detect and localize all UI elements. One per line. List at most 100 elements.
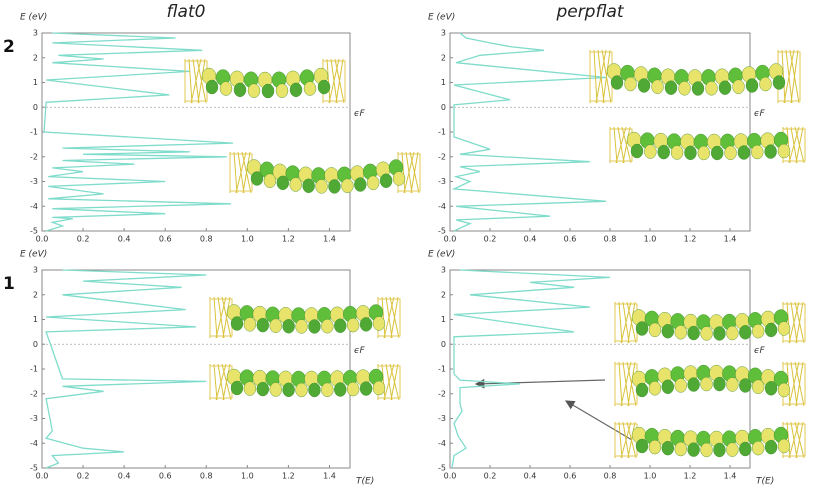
y-tick-label: -1: [438, 365, 446, 374]
electrode: [620, 301, 632, 344]
x-tick-label: 0.6: [564, 235, 577, 244]
x-tick-label: 0.0: [36, 472, 49, 481]
molecule-illustration: [209, 296, 401, 339]
electrode: [788, 126, 800, 164]
orbital-lobe: [308, 319, 321, 334]
orbital-lobe: [610, 75, 624, 90]
electrode: [627, 301, 636, 344]
electrode: [615, 126, 627, 164]
x-tick-label: 0.4: [118, 235, 131, 244]
x-tick-label: 0.4: [524, 235, 537, 244]
orbital-lobe: [764, 322, 778, 338]
orbital-lobe: [710, 145, 724, 161]
electrode: [235, 151, 247, 194]
orbital-lobe: [219, 81, 233, 96]
orbital-lobe: [777, 321, 791, 336]
x-tick-label: 0.4: [118, 472, 131, 481]
electrode: [215, 363, 227, 401]
y-tick-label: 1: [33, 78, 38, 87]
x-tick-label: 1.4: [323, 235, 336, 244]
orbital-lobe: [713, 376, 726, 392]
electrode: [795, 361, 804, 407]
orbital-lobe: [263, 173, 277, 188]
orbital-lobe: [366, 175, 380, 191]
y-tick-label: 0: [33, 340, 38, 349]
orbital-lobe: [346, 317, 360, 333]
electrode: [795, 421, 804, 459]
y-axis-label: E (eV): [20, 250, 47, 260]
electrode: [383, 296, 395, 339]
orbital-lobe: [751, 379, 765, 394]
orbital-lobe: [247, 83, 261, 98]
electrode: [381, 363, 386, 401]
orbital-lobe: [392, 171, 406, 186]
orbital-lobe: [726, 325, 739, 341]
y-tick-label: -4: [438, 439, 446, 448]
electrode: [233, 151, 238, 194]
y-tick-label: 2: [441, 290, 446, 299]
orbital-lobe: [648, 381, 662, 396]
electrode: [620, 361, 632, 407]
orbital-lobe: [379, 173, 393, 188]
orbital-lobe: [700, 442, 713, 458]
molecule-illustration: [614, 361, 806, 407]
orbital-lobe: [635, 382, 649, 398]
orbital-lobe: [250, 171, 264, 186]
y-tick-label: 1: [441, 78, 446, 87]
orbital-lobe: [651, 79, 664, 94]
orbital-lobe: [777, 382, 791, 398]
y-tick-label: -4: [30, 202, 38, 211]
orbital-lobe: [372, 380, 386, 396]
electrode: [786, 126, 791, 164]
orbital-lobe: [648, 439, 662, 455]
electrode: [788, 421, 800, 459]
orbital-lobe: [644, 144, 657, 159]
electrode: [627, 421, 636, 459]
orbital-lobe: [739, 325, 752, 340]
x-tick-label: 1.0: [241, 235, 254, 244]
orbital-lobe: [718, 80, 732, 95]
orbital-lobe: [243, 317, 257, 332]
row-label: 2: [3, 37, 15, 57]
electrode: [383, 363, 395, 401]
orbital-lobe: [243, 381, 257, 396]
panel-title: perpflat: [555, 2, 624, 22]
y-tick-label: -5: [438, 464, 446, 473]
y-tick-label: 3: [33, 29, 38, 38]
y-tick-label: 2: [33, 290, 38, 299]
x-tick-label: 0.8: [604, 235, 617, 244]
plot-frame: [41, 269, 351, 469]
plot-frame: [41, 32, 351, 232]
arrow: [474, 378, 606, 389]
orbital-lobe: [624, 76, 637, 92]
orbital-lobe: [764, 439, 778, 455]
molecule-illustration: [589, 49, 801, 104]
y-tick-label: 2: [33, 53, 38, 62]
x-tick-label: 0.8: [200, 235, 213, 244]
electrode: [595, 49, 607, 104]
y-tick-label: -5: [30, 227, 38, 236]
electrode: [795, 126, 804, 164]
orbital-lobe: [700, 376, 713, 392]
orbital-lobe: [334, 382, 347, 397]
y-tick-label: -3: [30, 414, 38, 423]
x-tick-label: 0.6: [159, 472, 172, 481]
y-tick-label: 3: [441, 266, 446, 275]
molecule-illustration: [614, 421, 806, 459]
electrode: [410, 151, 419, 194]
x-tick-label: 0.4: [524, 472, 537, 481]
x-tick-label: 0.2: [77, 235, 90, 244]
electrode: [401, 151, 406, 194]
y-tick-label: -3: [438, 414, 446, 423]
orbital-lobe: [328, 179, 341, 194]
y-tick-label: -2: [30, 389, 38, 398]
orbital-lobe: [777, 438, 791, 454]
orbital-lobe: [372, 316, 386, 331]
x-tick-label: 0.6: [564, 472, 577, 481]
orbital-lobe: [764, 144, 777, 159]
orbital-lobe: [670, 145, 684, 160]
y-tick-label: 0: [33, 103, 38, 112]
x-tick-label: 0.0: [444, 472, 457, 481]
